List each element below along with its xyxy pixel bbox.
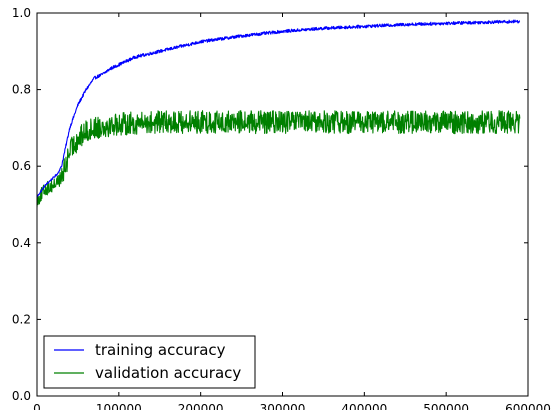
y-tick-label: 1.0 <box>12 6 31 20</box>
y-tick-label: 0.4 <box>12 236 31 250</box>
legend-label: validation accuracy <box>95 364 241 382</box>
x-axis: 0 100000 200000 300000 400000 500000 600000 <box>33 13 551 410</box>
x-tick-label: 500000 <box>423 402 469 410</box>
x-tick-label: 600000 <box>505 402 551 410</box>
x-tick-label: 200000 <box>178 402 224 410</box>
x-tick-label: 400000 <box>341 402 387 410</box>
y-tick-label: 0.2 <box>12 312 31 326</box>
series-line-validation-accuracy <box>37 110 521 208</box>
series-line-training-accuracy <box>37 19 521 198</box>
legend-label: training accuracy <box>95 341 226 359</box>
y-tick-label: 0.8 <box>12 83 31 97</box>
x-tick-label: 100000 <box>96 402 142 410</box>
legend: training accuracy validation accuracy <box>43 335 256 389</box>
y-tick-label: 0.0 <box>12 389 31 403</box>
x-tick-label: 300000 <box>260 402 306 410</box>
x-tick-label: 0 <box>33 402 41 410</box>
legend-box <box>43 335 256 389</box>
y-axis: 0.0 0.2 0.4 0.6 0.8 1.0 <box>12 6 528 403</box>
y-tick-label: 0.6 <box>12 159 31 173</box>
